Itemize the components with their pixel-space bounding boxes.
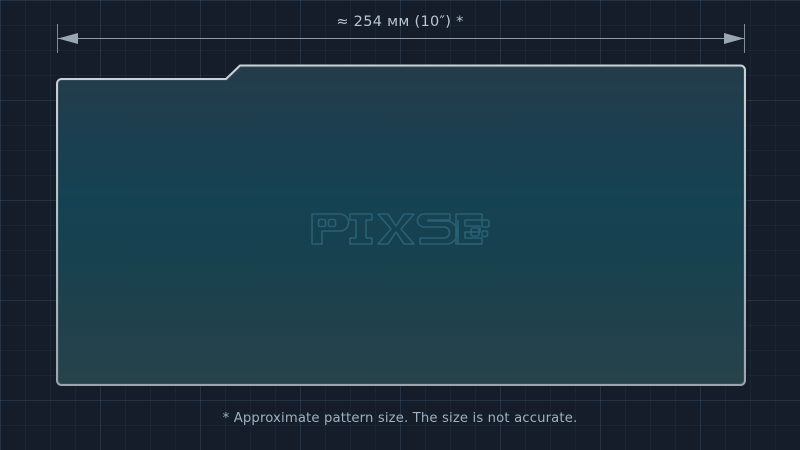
right-arrowhead [724, 33, 744, 44]
left-arrowhead [58, 33, 78, 44]
protector-outline-path [55, 64, 746, 386]
dimension-label: ≈ 254 мм (10″) * [336, 14, 464, 30]
pixsel-watermark [306, 198, 496, 254]
footnote-text: * Approximate pattern size. The size is … [222, 411, 578, 426]
protector-inner-highlight [58, 66, 745, 384]
dimension-line-svg [57, 24, 745, 53]
pixsel-watermark-svg [311, 213, 490, 245]
